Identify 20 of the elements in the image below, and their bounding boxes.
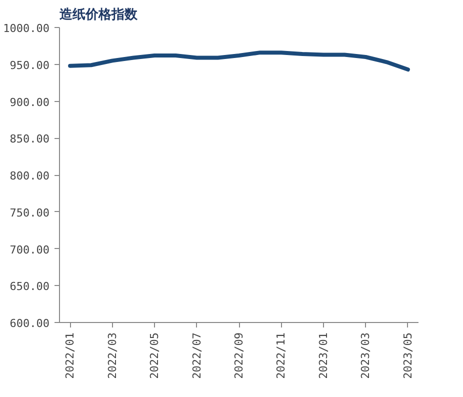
x-tick-label: 2023/01 — [316, 332, 330, 379]
x-tick-label: 2023/03 — [359, 332, 372, 379]
y-tick-label: 950.00 — [10, 58, 50, 72]
y-tick-label: 1000.00 — [3, 22, 50, 35]
x-tick-label: 2022/07 — [190, 332, 204, 379]
y-tick-label: 750.00 — [10, 206, 50, 220]
x-tick-label: 2022/03 — [106, 332, 119, 379]
y-tick-label: 800.00 — [10, 170, 50, 182]
x-tick-label: 2022/01 — [64, 332, 77, 379]
chart-title: 造纸价格指数 — [58, 8, 138, 22]
y-tick-label: 850.00 — [10, 132, 50, 146]
x-tick-label: 2023/05 — [401, 332, 414, 379]
y-tick-label: 650.00 — [10, 280, 50, 294]
line-series — [68, 50, 410, 72]
x-tick-label: 2022/11 — [274, 332, 288, 379]
x-tick-label: 2022/09 — [232, 332, 246, 379]
x-tick-label: 2022/05 — [148, 332, 162, 379]
y-tick-label: 700.00 — [10, 243, 50, 256]
y-tick-label: 900.00 — [10, 96, 50, 109]
y-tick-label: 600.00 — [10, 317, 50, 330]
